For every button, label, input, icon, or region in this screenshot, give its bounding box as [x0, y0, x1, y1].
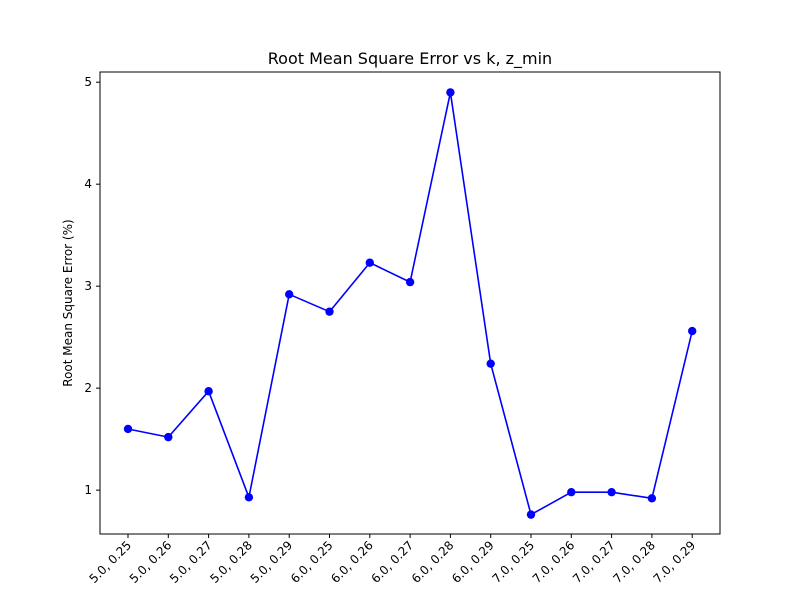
data-point — [244, 493, 254, 502]
x-tick-label: 6.0, 0.26 — [328, 538, 376, 586]
data-point — [164, 432, 173, 442]
plot-frame — [99, 71, 721, 535]
data-point — [123, 424, 133, 434]
y-tick-label: 2 — [84, 381, 92, 395]
chart-title: Root Mean Square Error vs k, z_min — [268, 49, 552, 69]
y-tick-label: 4 — [84, 177, 92, 191]
x-tick-label: 6.0, 0.29 — [449, 538, 497, 586]
data-point — [526, 510, 536, 519]
x-tick-label: 7.0, 0.27 — [570, 538, 618, 586]
data-point — [567, 487, 576, 497]
data-point — [486, 359, 495, 368]
x-tick-label: 5.0, 0.26 — [127, 538, 175, 586]
data-point — [688, 326, 697, 336]
x-tick-label: 5.0, 0.29 — [248, 538, 296, 586]
data-point — [204, 387, 213, 396]
x-tick-label: 7.0, 0.26 — [530, 538, 578, 586]
x-tick-label: 5.0, 0.28 — [207, 538, 255, 586]
data-point — [325, 307, 334, 316]
data-point — [607, 487, 616, 497]
data-point — [446, 88, 455, 97]
series-line — [127, 91, 693, 516]
x-tick-label: 5.0, 0.27 — [167, 538, 215, 586]
y-axis-label: Root Mean Square Error (%) — [61, 219, 75, 386]
x-tick-label: 7.0, 0.25 — [489, 538, 537, 586]
x-tick-label: 7.0, 0.29 — [651, 538, 699, 586]
data-point — [405, 277, 415, 287]
x-tick-label: 6.0, 0.27 — [369, 538, 417, 586]
x-tick-label: 5.0, 0.25 — [86, 538, 134, 586]
data-point — [647, 494, 657, 503]
y-tick-label: 1 — [84, 483, 92, 497]
y-tick-label: 5 — [84, 75, 92, 89]
y-tick-label: 3 — [84, 279, 92, 293]
x-tick-label: 6.0, 0.28 — [409, 538, 457, 586]
data-point — [285, 290, 294, 299]
data-point — [365, 258, 374, 267]
x-tick-label: 7.0, 0.28 — [610, 538, 658, 586]
x-tick-label: 6.0, 0.25 — [288, 538, 336, 586]
